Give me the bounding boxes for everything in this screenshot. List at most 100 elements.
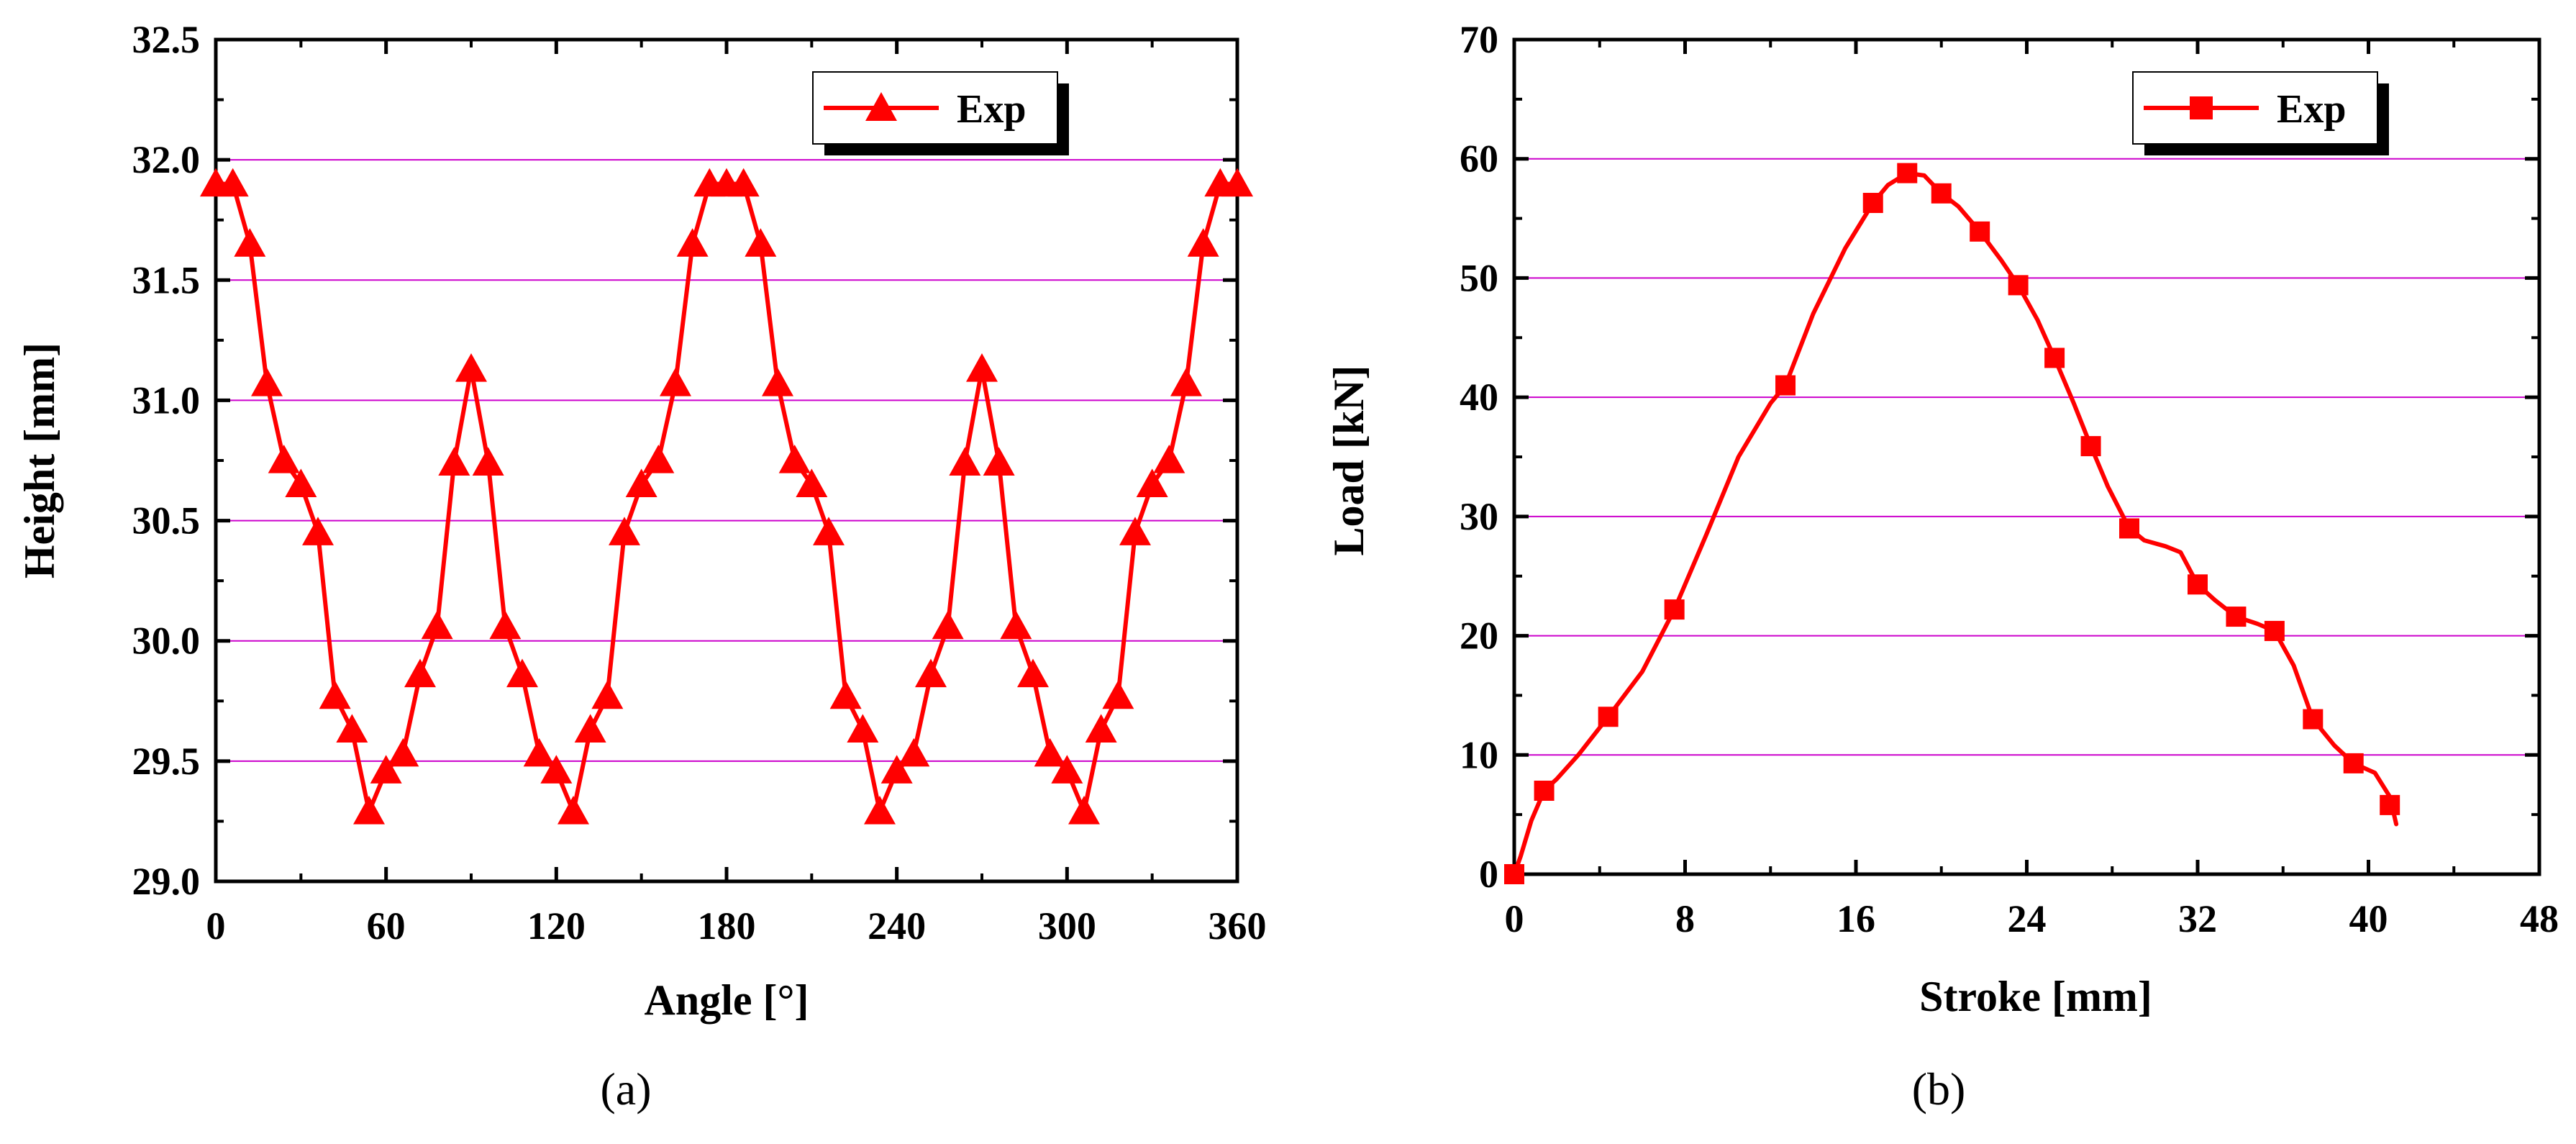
data-point [1970,221,1990,242]
x-axis-title: Angle [°] [645,976,809,1024]
data-point [642,445,675,473]
data-point [676,228,709,257]
data-point [609,517,640,545]
data-point [762,368,793,396]
data-point [1136,468,1168,498]
data-point [438,447,470,476]
y-tick-label: 60 [1460,137,1498,181]
data-point [727,168,760,197]
data-point [813,517,845,545]
data-point [2044,348,2065,368]
panel-caption: (a) [600,1063,651,1115]
data-point [2264,620,2285,641]
x-axis-title: Stroke [mm] [1919,973,2152,1020]
data-point [1664,599,1685,620]
data-point [234,228,266,257]
data-point [1153,445,1185,473]
data-point [932,610,964,640]
data-point [1897,163,1918,183]
data-point [489,610,522,640]
data-point [370,755,402,784]
data-point [1068,796,1100,825]
legend-marker [2190,96,2213,119]
data-point [1862,193,1883,214]
y-tick-label: 20 [1460,614,1498,658]
data-point [745,228,777,257]
data-point [2226,607,2247,627]
data-point [1051,755,1083,784]
data-point [251,368,283,396]
data-point [1000,610,1032,640]
series-exp [200,168,1253,825]
y-tick-label: 31.0 [132,378,201,422]
data-point [421,610,453,640]
data-point [1534,781,1555,801]
data-point [2303,709,2324,730]
data-point [353,796,385,825]
data-point [660,368,691,396]
data-point [1102,680,1134,709]
chart-panel-a: 29.0 29.5 30.0 30.5 31.0 31.5 32.0 32.5 0 60 120 18… [16,18,1267,1115]
x-tick-label: 32 [2178,897,2217,940]
data-point [1598,707,1619,727]
data-point [404,658,436,688]
data-point [472,447,504,476]
x-tick-label: 180 [698,904,756,948]
legend-marker [865,92,897,121]
x-tick-label: 300 [1038,904,1096,948]
data-point [2008,275,2029,296]
data-point [796,468,828,498]
data-point [1017,658,1049,688]
y-tick-label: 30.0 [132,619,201,663]
x-tick-label: 360 [1209,904,1267,948]
data-point [1085,714,1117,743]
y-tick-label: 10 [1460,733,1498,776]
data-point [1119,517,1151,545]
data-point [285,468,317,498]
data-point [268,445,300,473]
data-point [778,445,811,473]
data-point [847,714,879,743]
data-point [625,468,657,498]
data-point [1775,375,1796,396]
x-tick-label: 240 [868,904,926,948]
data-point [1170,368,1202,396]
chart-panel-b: 0 10 20 30 40 50 60 70 0 8 16 24 32 40 48 Stroke [mm] Lo… [1325,18,2559,1115]
y-tick-label: 50 [1460,256,1498,299]
data-point [336,714,368,743]
data-point [2119,518,2139,539]
legend: Exp [2132,71,2389,155]
y-tick-label: 29.0 [132,860,201,903]
x-tick-label: 40 [2349,897,2388,940]
data-point [387,737,419,767]
data-point [574,714,606,743]
data-point [829,680,862,709]
data-point [591,680,624,709]
data-point [1931,183,1952,204]
panel-caption: (b) [1912,1063,1966,1115]
y-axis-title: Height [mm] [16,342,63,578]
data-point [1187,228,1219,257]
x-tick-label: 24 [2008,897,2047,940]
data-point [880,755,913,784]
data-point [1504,864,1524,884]
data-point [898,737,930,767]
x-tick-label: 60 [367,904,406,948]
data-point [2343,753,2364,773]
x-tick-label: 0 [206,904,226,948]
y-tick-label: 31.5 [132,258,201,301]
data-point [506,658,538,688]
data-point [915,658,947,688]
data-point [455,353,487,382]
legend-label: Exp [957,87,1027,132]
data-point [864,796,896,825]
x-tick-label: 48 [2520,897,2559,940]
data-point [540,755,573,784]
y-tick-label: 30 [1460,495,1498,538]
x-tick-label: 0 [1505,897,1524,940]
data-point [557,796,589,825]
series-exp [1504,163,2400,884]
data-point [217,168,249,197]
